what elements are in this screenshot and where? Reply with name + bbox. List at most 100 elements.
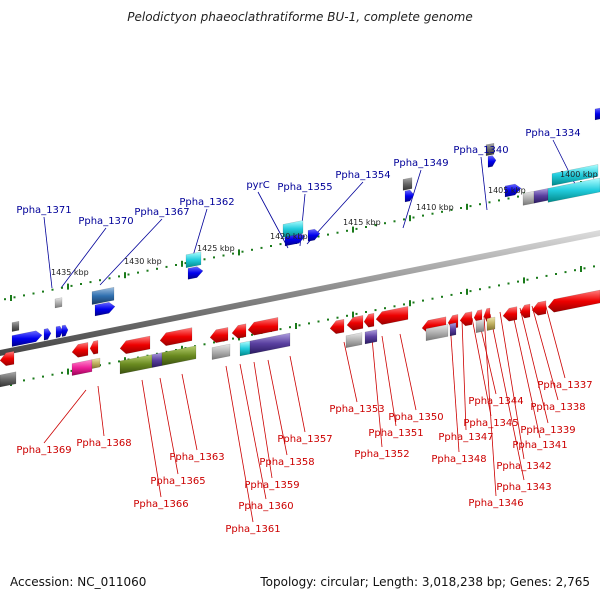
tick-dot <box>137 271 139 274</box>
gene-box <box>151 352 163 368</box>
tick-dot <box>479 203 481 206</box>
leader-line <box>471 317 492 417</box>
kbp-label: 1420 kbp <box>270 232 308 241</box>
leader-line <box>289 355 306 433</box>
leader-line <box>399 333 417 411</box>
leader-line <box>267 359 288 456</box>
tick-dot <box>118 360 120 363</box>
tick-dot <box>441 295 443 298</box>
tick-dot <box>336 316 339 319</box>
tick-major <box>466 288 468 295</box>
tick-dot <box>213 341 215 344</box>
tick-dot <box>251 333 253 336</box>
tick-dot <box>412 301 415 304</box>
leader-line <box>43 216 53 289</box>
upper-gene-label: Ppha_1371 <box>16 205 71 216</box>
tick-rows <box>4 180 595 386</box>
tick-major <box>67 283 69 290</box>
leader-line <box>402 169 422 229</box>
tick-dot <box>403 218 405 221</box>
tick-dot <box>89 281 92 284</box>
lower-gene-label: Ppha_1347 <box>438 432 493 443</box>
tick-dot <box>251 248 253 251</box>
reverse-gene <box>209 327 229 344</box>
tick-major <box>409 215 411 222</box>
forward-gene <box>307 228 321 242</box>
tick-dot <box>108 277 111 280</box>
upper-gene-labels: Ppha_1334Ppha_1340Ppha_1349Ppha_1354Ppha… <box>16 128 580 227</box>
tick-dot <box>232 337 234 340</box>
tick-dot <box>346 314 348 317</box>
tick-dot <box>127 273 130 276</box>
gene-box <box>239 340 251 357</box>
tick-dot <box>61 286 63 289</box>
tick-dot <box>308 322 310 325</box>
gene-box <box>71 359 93 376</box>
tick-dot <box>536 276 538 279</box>
accession-text: Accession: NC_011060 <box>10 575 147 589</box>
lower-gene-label: Ppha_1360 <box>238 501 293 512</box>
tick-dot <box>564 271 567 274</box>
gene-box <box>551 164 599 186</box>
leader-line <box>239 363 267 500</box>
tick-dot <box>431 297 434 300</box>
tick-major <box>409 300 411 307</box>
forward-gene <box>404 189 415 203</box>
tick-dot <box>13 296 16 299</box>
tick-dot <box>270 245 272 247</box>
tick-dot <box>289 326 291 329</box>
reverse-gene <box>502 306 518 322</box>
tick-major <box>523 277 525 284</box>
tick-dot <box>393 220 396 223</box>
lower-gene-label: Ppha_1342 <box>496 461 551 472</box>
tick-dot <box>412 216 415 219</box>
tick-dot <box>327 318 329 321</box>
lower-gene-label: Ppha_1368 <box>76 438 131 449</box>
backbone-band <box>0 230 600 356</box>
tick-major <box>352 226 354 233</box>
forward-gene <box>504 183 522 198</box>
tick-dot <box>526 278 529 281</box>
gene-box <box>485 142 495 157</box>
tick-dot <box>51 373 54 376</box>
kbp-label: 1410 kbp <box>416 203 454 212</box>
tick-dot <box>99 279 101 282</box>
tick-dot <box>479 288 481 291</box>
tick-major <box>124 272 126 279</box>
tick-dot <box>70 369 73 372</box>
gene-box <box>364 329 378 345</box>
reverse-gene <box>329 318 345 335</box>
tick-dot <box>146 269 149 272</box>
reverse-gene <box>247 317 279 336</box>
upper-gene-label: pyrC <box>246 180 269 191</box>
upper-gene-label: Ppha_1340 <box>453 145 508 156</box>
leader-line <box>519 307 549 424</box>
tick-dot <box>488 286 491 289</box>
tick-dot <box>298 324 301 327</box>
tick-dot <box>42 290 44 293</box>
tick-dot <box>346 229 348 232</box>
upper-gene-label: Ppha_1370 <box>78 216 133 227</box>
leader-line <box>511 309 541 439</box>
gene-box <box>486 316 496 331</box>
leader-line <box>181 373 198 451</box>
lower-gene-label: Ppha_1366 <box>133 499 188 510</box>
tick-dot <box>460 207 462 209</box>
tick-dot <box>165 265 168 268</box>
tick-dot <box>365 226 367 228</box>
gene-box <box>211 343 231 360</box>
tick-dot <box>555 273 557 275</box>
tick-dot <box>4 298 6 301</box>
lower-gene-label: Ppha_1337 <box>537 380 592 391</box>
forward-gene <box>594 107 600 121</box>
tick-major <box>238 249 240 256</box>
tick-dot <box>450 293 453 296</box>
tick-dot <box>80 283 82 285</box>
tick-dot <box>422 299 424 302</box>
lower-gene-label: Ppha_1357 <box>277 434 332 445</box>
tick-dot <box>279 328 282 331</box>
tick-major <box>181 260 183 267</box>
lower-gene-label: Ppha_1369 <box>16 445 71 456</box>
tick-dot <box>203 258 206 261</box>
tick-dot <box>517 280 519 283</box>
